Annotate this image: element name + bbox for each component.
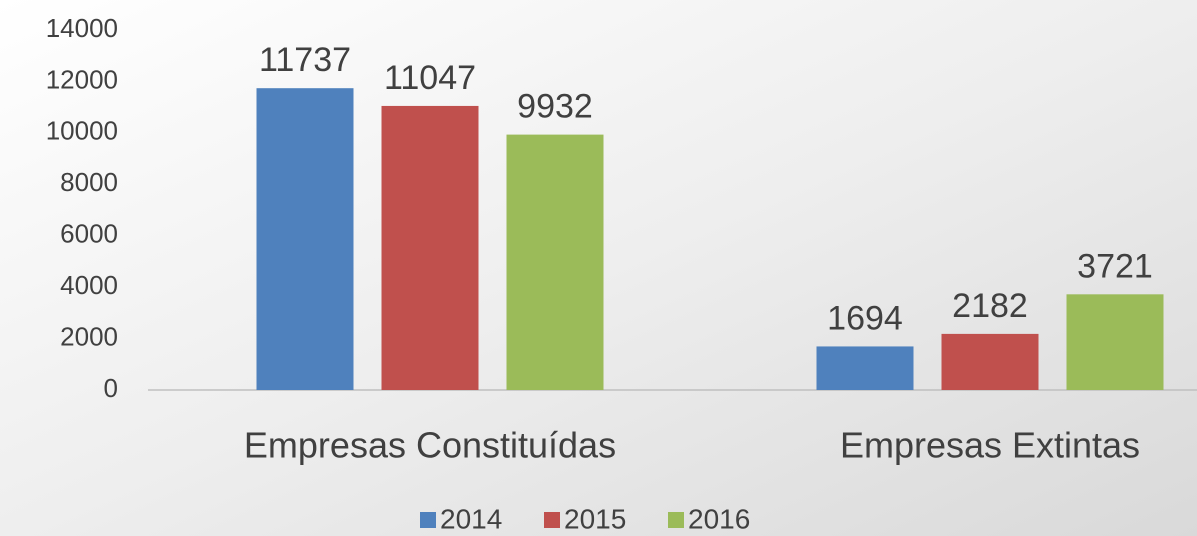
y-tick-label: 14000 xyxy=(46,13,118,43)
legend-swatch xyxy=(420,512,436,528)
y-tick-label: 6000 xyxy=(60,219,118,249)
y-tick-label: 12000 xyxy=(46,64,118,94)
legend-label: 2016 xyxy=(688,503,750,534)
data-label: 11047 xyxy=(384,59,476,97)
bar xyxy=(381,105,479,390)
bar xyxy=(816,346,914,390)
legend-label: 2015 xyxy=(564,503,626,534)
legend-swatch xyxy=(668,512,684,528)
legend-swatch xyxy=(544,512,560,528)
legend-label: 2014 xyxy=(440,503,502,534)
data-label: 1694 xyxy=(827,299,903,337)
y-tick-label: 2000 xyxy=(60,321,118,351)
y-tick-label: 0 xyxy=(104,373,118,403)
data-label: 2182 xyxy=(952,287,1028,325)
y-tick-label: 10000 xyxy=(46,116,118,146)
y-tick-label: 4000 xyxy=(60,270,118,300)
data-label: 11737 xyxy=(259,41,351,79)
data-label: 9932 xyxy=(517,88,593,126)
bar xyxy=(506,134,604,390)
bar xyxy=(256,88,354,390)
y-tick-label: 8000 xyxy=(60,167,118,197)
bar xyxy=(941,333,1039,390)
x-tick-label: Empresas Constituídas xyxy=(244,425,616,466)
x-tick-label: Empresas Extintas xyxy=(840,425,1140,466)
data-label: 3721 xyxy=(1077,247,1153,285)
bar xyxy=(1066,294,1164,390)
